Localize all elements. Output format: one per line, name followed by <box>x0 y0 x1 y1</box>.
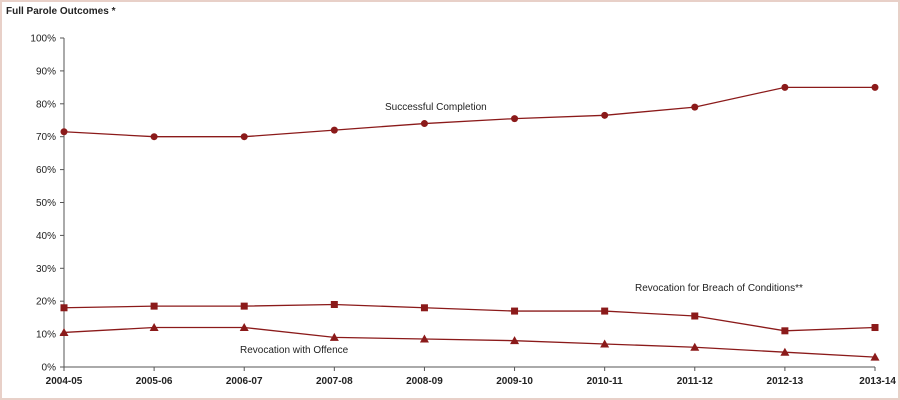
series-label: Successful Completion <box>385 102 487 113</box>
point-marker <box>240 133 248 141</box>
point-marker <box>510 336 520 345</box>
point-marker <box>871 83 879 91</box>
point-marker <box>60 304 68 312</box>
point-marker <box>511 115 519 123</box>
x-tick-label: 2011-12 <box>677 376 714 387</box>
y-tick-label: 100% <box>30 34 56 45</box>
point-marker <box>330 300 338 308</box>
x-tick-label: 2005-06 <box>136 376 173 387</box>
y-tick-label: 30% <box>36 264 56 275</box>
series-label: Revocation with Offence <box>240 345 349 356</box>
chart-title: Full Parole Outcomes * <box>6 6 116 17</box>
x-tick-label: 2012-13 <box>767 376 804 387</box>
series-label: Revocation for Breach of Conditions** <box>635 283 803 294</box>
y-tick-label: 90% <box>36 66 56 77</box>
point-marker <box>690 342 700 351</box>
y-tick-label: 20% <box>36 297 56 308</box>
x-tick-label: 2006-07 <box>226 376 263 387</box>
y-tick-label: 40% <box>36 231 56 242</box>
point-marker <box>150 133 158 141</box>
point-marker <box>420 120 428 128</box>
point-marker <box>329 332 339 341</box>
series-line-1 <box>63 86 875 138</box>
point-marker <box>871 324 879 332</box>
x-tick-label: 2010-11 <box>587 376 624 387</box>
y-tick-label: 10% <box>36 330 56 341</box>
point-marker <box>691 312 699 320</box>
x-tick-label: 2007-08 <box>316 376 353 387</box>
point-marker <box>691 103 699 111</box>
point-marker <box>149 323 159 332</box>
y-tick-label: 80% <box>36 99 56 110</box>
point-marker <box>239 323 249 332</box>
y-tick-label: 0% <box>42 363 57 374</box>
point-marker <box>870 352 880 361</box>
y-tick-label: 60% <box>36 165 56 176</box>
point-marker <box>60 128 68 136</box>
point-marker <box>781 83 789 91</box>
point-marker <box>511 307 519 315</box>
point-marker <box>781 327 789 335</box>
point-marker <box>780 347 790 356</box>
x-tick-label: 2008-09 <box>406 376 443 387</box>
series-line-2 <box>63 303 876 332</box>
point-marker <box>600 339 610 348</box>
x-tick-label: 2004-05 <box>46 376 83 387</box>
point-marker <box>601 307 609 315</box>
x-tick-label: 2013-14 <box>859 376 896 387</box>
point-marker <box>150 302 158 310</box>
point-marker <box>59 327 69 336</box>
y-tick-label: 70% <box>36 132 56 143</box>
series-line-3 <box>63 326 876 358</box>
point-marker <box>601 111 609 119</box>
point-marker <box>330 126 338 134</box>
point-marker <box>420 304 428 312</box>
point-marker <box>419 334 429 343</box>
x-tick-label: 2009-10 <box>496 376 533 387</box>
y-tick-label: 50% <box>36 198 56 209</box>
point-marker <box>240 302 248 310</box>
